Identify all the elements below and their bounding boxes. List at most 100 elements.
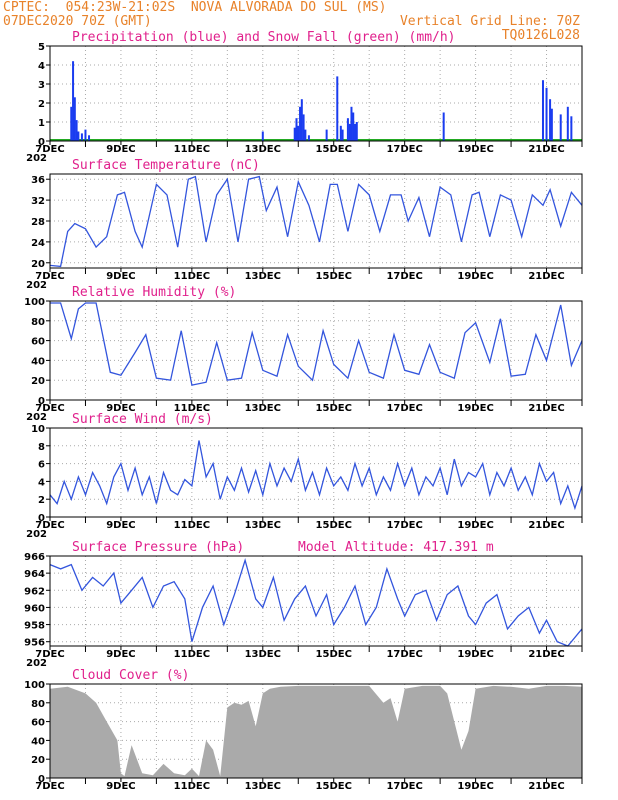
y-tick-label: 0	[38, 137, 45, 148]
y-tick-label: 4	[38, 477, 45, 488]
precip-bar	[302, 114, 305, 141]
y-tick-label: 956	[24, 638, 45, 649]
y-tick-label: 4	[38, 61, 45, 72]
y-tick-label: 20	[31, 376, 45, 387]
y-tick-label: 0	[38, 513, 45, 524]
panel-frame	[49, 683, 583, 779]
x-tick-label: 17DEC	[386, 520, 422, 531]
x-tick-label: 13DEC	[245, 649, 281, 660]
series-line-3	[49, 440, 583, 511]
year-label: 202	[26, 153, 47, 164]
precip-bar	[350, 106, 353, 141]
y-tick-label: 8	[38, 442, 45, 453]
series-line-2	[50, 302, 583, 386]
y-tick-label: 5	[38, 42, 45, 53]
y-tick-label: 2	[38, 495, 45, 506]
precip-bar	[261, 131, 264, 141]
y-tick-label: 40	[31, 356, 45, 367]
x-tick-label: 7DEC	[35, 144, 64, 155]
y-tick-label: 60	[31, 337, 45, 348]
panel-title: Cloud Cover (%)	[72, 668, 189, 683]
panel-title: Precipitation (blue) and Snow Fall (gree…	[72, 30, 456, 45]
x-tick-label: 11DEC	[174, 403, 210, 414]
year-label: 202	[26, 412, 47, 423]
precip-bar	[566, 106, 569, 141]
precip-bar	[88, 135, 91, 141]
x-tick-label: 11DEC	[174, 144, 210, 155]
panel-frame	[49, 300, 583, 401]
x-tick-label: 11DEC	[174, 520, 210, 531]
y-tick-label: 100	[24, 297, 45, 308]
x-tick-label: 9DEC	[106, 403, 135, 414]
x-tick-label: 9DEC	[106, 144, 135, 155]
x-tick-label: 15DEC	[316, 144, 352, 155]
y-tick-label: 962	[24, 586, 45, 597]
precip-bar	[550, 108, 553, 141]
precip-bar	[541, 80, 544, 141]
cloud-cover-area	[50, 685, 582, 778]
y-tick-label: 3	[38, 80, 45, 91]
x-tick-label: 11DEC	[174, 649, 210, 660]
x-tick-label: 17DEC	[386, 144, 422, 155]
precip-bar	[545, 87, 548, 141]
header-grid-line: Vertical Grid Line: 70Z	[399, 14, 580, 29]
header-date: 07DEC2020 70Z (GMT)	[3, 14, 152, 29]
precip-bar	[346, 118, 349, 141]
precip-bar	[77, 131, 80, 141]
series-line-4	[49, 557, 583, 647]
x-tick-label: 7DEC	[35, 271, 64, 282]
y-tick-label: 0	[38, 774, 45, 785]
y-tick-label: 960	[24, 603, 45, 614]
precip-bar	[355, 122, 358, 141]
x-tick-label: 21DEC	[528, 781, 564, 792]
x-tick-label: 13DEC	[245, 403, 281, 414]
precip-bar	[339, 125, 342, 141]
precip-bar	[341, 129, 344, 141]
precip-bar	[354, 123, 357, 141]
y-tick-label: 60	[31, 718, 45, 729]
x-tick-label: 9DEC	[106, 649, 135, 660]
x-tick-label: 21DEC	[528, 271, 564, 282]
x-tick-label: 19DEC	[457, 781, 493, 792]
y-tick-label: 2	[38, 99, 45, 110]
precip-bar	[336, 76, 339, 141]
y-tick-label: 24	[31, 238, 45, 249]
precip-bar	[348, 123, 351, 141]
precip-bar	[75, 120, 78, 141]
precip-bar	[73, 97, 76, 141]
panel-title: Surface Temperature (nC)	[72, 158, 260, 173]
x-tick-label: 17DEC	[386, 649, 422, 660]
x-tick-label: 9DEC	[106, 781, 135, 792]
precip-bar	[80, 133, 83, 141]
panel-frame	[49, 45, 583, 142]
x-tick-label: 15DEC	[316, 271, 352, 282]
precip-bar	[300, 99, 303, 141]
panel-title: Surface Wind (m/s)	[72, 412, 213, 427]
x-tick-label: 13DEC	[245, 781, 281, 792]
precip-bar	[307, 135, 310, 141]
y-tick-label: 36	[31, 175, 45, 186]
y-tick-label: 28	[31, 217, 45, 228]
precip-bar	[352, 112, 355, 141]
x-tick-label: 15DEC	[316, 520, 352, 531]
precip-bar	[549, 99, 552, 141]
y-tick-label: 100	[24, 680, 45, 691]
x-tick-label: 15DEC	[316, 781, 352, 792]
x-tick-label: 21DEC	[528, 649, 564, 660]
x-tick-label: 19DEC	[457, 649, 493, 660]
panel-title: Relative Humidity (%)	[72, 285, 236, 300]
y-tick-label: 6	[38, 460, 45, 471]
year-label: 202	[26, 529, 47, 540]
x-tick-label: 21DEC	[528, 144, 564, 155]
header-model-code: TQ0126L028	[501, 28, 580, 43]
precip-bar	[299, 106, 302, 141]
x-tick-label: 17DEC	[386, 271, 422, 282]
precip-bar	[72, 61, 75, 142]
x-tick-label: 19DEC	[457, 271, 493, 282]
x-tick-label: 7DEC	[35, 520, 64, 531]
y-tick-label: 20	[31, 259, 45, 270]
header-station: CPTEC: 054:23W-21:02S NOVA ALVORADA DO S…	[3, 0, 387, 15]
y-tick-label: 958	[24, 621, 45, 632]
model-altitude: Model Altitude: 417.391 m	[298, 540, 494, 555]
